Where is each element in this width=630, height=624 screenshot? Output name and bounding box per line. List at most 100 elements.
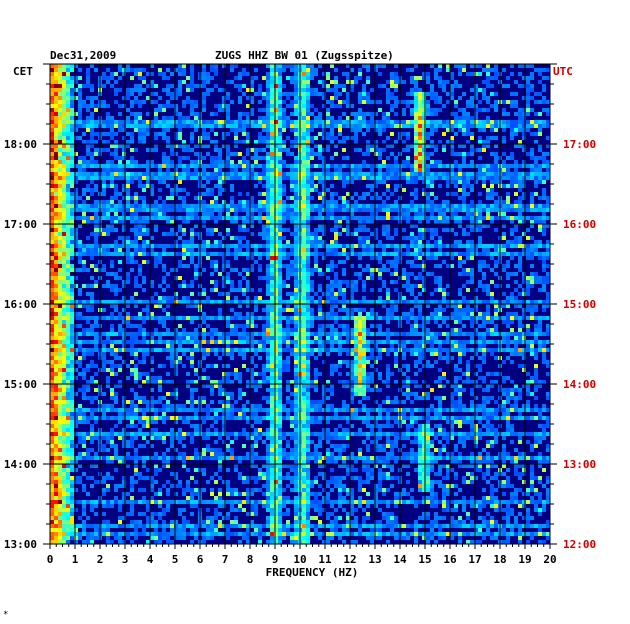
heatmap-cell <box>166 220 170 224</box>
heatmap-cell <box>170 144 174 148</box>
heatmap-cell <box>306 156 310 160</box>
heatmap-cell <box>82 264 86 268</box>
heatmap-cell <box>146 204 150 208</box>
heatmap-cell <box>238 172 242 176</box>
heatmap-cell <box>390 208 394 212</box>
heatmap-cell <box>458 204 462 208</box>
heatmap-cell <box>518 240 522 244</box>
heatmap-cell <box>78 268 82 272</box>
heatmap-cell <box>226 80 230 84</box>
heatmap-cell <box>510 180 514 184</box>
heatmap-cell <box>362 324 366 328</box>
heatmap-cell <box>386 296 390 300</box>
heatmap-cell <box>482 252 486 256</box>
heatmap-cell <box>238 228 242 232</box>
heatmap-cell <box>78 112 82 116</box>
heatmap-cell <box>530 272 534 276</box>
heatmap-cell <box>258 252 262 256</box>
heatmap-cell <box>246 288 250 292</box>
heatmap-cell <box>430 208 434 212</box>
heatmap-cell <box>342 124 346 128</box>
heatmap-cell <box>286 148 290 152</box>
heatmap-cell <box>274 120 278 124</box>
heatmap-cell <box>534 176 538 180</box>
heatmap-cell <box>266 188 270 192</box>
heatmap-cell <box>266 92 270 96</box>
heatmap-cell <box>374 324 378 328</box>
heatmap-cell <box>290 176 294 180</box>
heatmap-cell <box>422 160 426 164</box>
heatmap-cell <box>258 264 262 268</box>
heatmap-cell <box>250 300 254 304</box>
heatmap-cell <box>90 180 94 184</box>
heatmap-cell <box>162 200 166 204</box>
heatmap-cell <box>510 204 514 208</box>
heatmap-cell <box>494 300 498 304</box>
heatmap-cell <box>278 96 282 100</box>
heatmap-cell <box>110 116 114 120</box>
heatmap-cell <box>286 324 290 328</box>
heatmap-cell <box>58 296 62 300</box>
heatmap-cell <box>70 116 74 120</box>
heatmap-cell <box>78 204 82 208</box>
heatmap-cell <box>266 176 270 180</box>
heatmap-cell <box>478 220 482 224</box>
heatmap-cell <box>522 124 526 128</box>
heatmap-cell <box>354 132 358 136</box>
heatmap-cell <box>222 216 226 220</box>
heatmap-cell <box>82 328 86 332</box>
heatmap-cell <box>338 124 342 128</box>
heatmap-cell <box>514 288 518 292</box>
heatmap-cell <box>130 172 134 176</box>
heatmap-cell <box>290 128 294 132</box>
heatmap-cell <box>134 200 138 204</box>
heatmap-cell <box>330 300 334 304</box>
heatmap-cell <box>402 236 406 240</box>
heatmap-cell <box>394 208 398 212</box>
heatmap-cell <box>470 136 474 140</box>
heatmap-cell <box>294 292 298 296</box>
heatmap-cell <box>346 120 350 124</box>
heatmap-cell <box>514 144 518 148</box>
heatmap-cell <box>362 280 366 284</box>
heatmap-cell <box>370 220 374 224</box>
heatmap-cell <box>266 216 270 220</box>
heatmap-cell <box>438 124 442 128</box>
heatmap-cell <box>306 92 310 96</box>
heatmap-cell <box>502 304 506 308</box>
heatmap-cell <box>414 224 418 228</box>
heatmap-cell <box>350 292 354 296</box>
heatmap-cell <box>70 92 74 96</box>
heatmap-cell <box>358 316 362 320</box>
heatmap-cell <box>214 104 218 108</box>
heatmap-cell <box>382 84 386 88</box>
heatmap-cell <box>66 224 70 228</box>
heatmap-cell <box>262 224 266 228</box>
heatmap-cell <box>410 224 414 228</box>
heatmap-cell <box>422 316 426 320</box>
heatmap-cell <box>294 216 298 220</box>
heatmap-cell <box>270 200 274 204</box>
heatmap-cell <box>470 176 474 180</box>
heatmap-cell <box>58 152 62 156</box>
heatmap-cell <box>434 316 438 320</box>
heatmap-cell <box>214 72 218 76</box>
heatmap-cell <box>174 188 178 192</box>
heatmap-cell <box>510 136 514 140</box>
heatmap-cell <box>526 76 530 80</box>
heatmap-cell <box>222 268 226 272</box>
heatmap-cell <box>426 196 430 200</box>
heatmap-cell <box>214 252 218 256</box>
heatmap-cell <box>310 72 314 76</box>
heatmap-cell <box>538 196 542 200</box>
heatmap-cell <box>526 292 530 296</box>
heatmap-cell <box>310 68 314 72</box>
heatmap-cell <box>270 160 274 164</box>
heatmap-cell <box>118 328 122 332</box>
heatmap-cell <box>358 68 362 72</box>
heatmap-cell <box>526 216 530 220</box>
heatmap-cell <box>418 128 422 132</box>
heatmap-cell <box>134 128 138 132</box>
heatmap-cell <box>514 168 518 172</box>
heatmap-cell <box>266 304 270 308</box>
